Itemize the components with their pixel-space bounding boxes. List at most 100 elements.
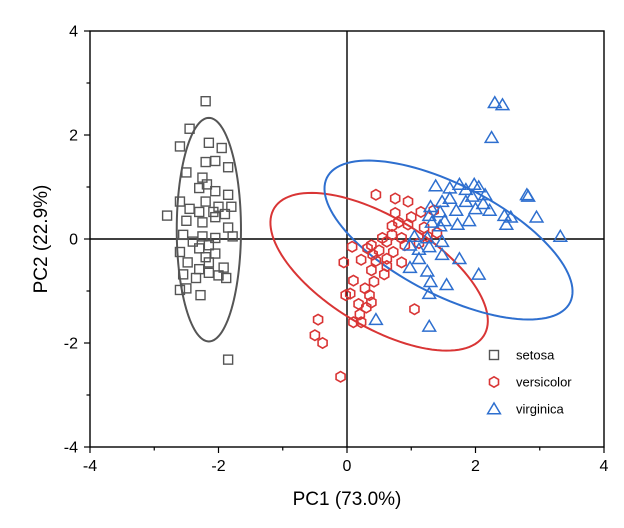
versicolor-point: [338, 256, 350, 269]
versicolor-point: [405, 211, 417, 224]
setosa-point: [221, 272, 232, 284]
setosa-point: [194, 243, 205, 254]
setosa-point: [200, 156, 211, 168]
virginica-point: [494, 97, 511, 111]
virginica-point: [470, 179, 487, 193]
virginica-point: [427, 178, 444, 192]
setosa-point: [194, 182, 205, 194]
reference-lines: [90, 31, 604, 447]
versicolor-point: [396, 256, 407, 269]
virginica-point: [434, 194, 450, 208]
versicolor-point: [386, 219, 398, 233]
virginica-point: [368, 312, 384, 326]
versicolor-point: [366, 239, 377, 252]
x-tick-label: 0: [343, 458, 352, 475]
setosa-point: [201, 179, 213, 190]
setosa-point: [210, 211, 221, 223]
y-axis-ticks: -4 -2 0 2 4: [64, 24, 90, 457]
virginica-point: [421, 239, 437, 253]
setosa-point: [203, 137, 215, 149]
versicolor-point: [431, 226, 443, 239]
y-tick-label: -2: [64, 336, 78, 353]
versicolor-ellipse: [269, 191, 489, 352]
versicolor-point: [344, 287, 356, 300]
virginica-point: [467, 201, 484, 215]
virginica-point: [402, 260, 418, 274]
virginica-point: [422, 274, 439, 288]
setosa-point: [174, 246, 186, 258]
setosa-point: [200, 196, 211, 207]
y-tick-label: -4: [64, 440, 78, 457]
virginica-point: [434, 234, 450, 248]
setosa-point: [174, 284, 186, 296]
setosa-point: [194, 263, 205, 275]
versicolor-point: [402, 195, 414, 208]
virginica-point: [436, 213, 453, 227]
setosa-point: [194, 206, 205, 218]
virginica-point: [451, 251, 468, 265]
x-tick-label: -4: [83, 458, 97, 475]
virginica-ellipse: [323, 159, 574, 321]
versicolor-point: [346, 240, 358, 253]
versicolor-point: [317, 336, 328, 350]
virginica-point: [458, 194, 474, 208]
setosa-point: [174, 141, 186, 152]
virginica-point: [442, 190, 458, 204]
virginica-points: [368, 95, 569, 332]
versicolor-point: [389, 192, 401, 205]
virginica-point: [481, 202, 498, 216]
virginica-point: [421, 286, 437, 300]
legend-label-virginica: virginica: [516, 402, 564, 417]
versicolor-point: [368, 275, 380, 288]
virginica-point: [419, 263, 436, 277]
setosa-point: [181, 283, 192, 294]
y-axis-title: PC2 (22.9%): [31, 185, 52, 294]
setosa-point: [177, 229, 189, 241]
virginica-point: [552, 228, 569, 242]
virginica-point: [432, 204, 448, 218]
data-points: [161, 95, 569, 383]
x-tick-label: 4: [600, 458, 609, 475]
virginica-point: [519, 187, 535, 201]
legend: setosa versicolor virginica: [486, 348, 572, 417]
legend-marker-virginica: [486, 401, 502, 415]
virginica-point: [475, 196, 491, 210]
setosa-point: [190, 272, 202, 284]
setosa-point: [227, 231, 238, 242]
virginica-point: [406, 228, 423, 242]
legend-marker-versicolor: [488, 375, 500, 389]
setosa-point: [210, 185, 221, 197]
setosa-point: [181, 167, 192, 178]
versicolor-point: [335, 370, 346, 383]
virginica-point: [464, 188, 481, 202]
setosa-point: [222, 222, 234, 233]
setosa-point: [182, 257, 193, 268]
versicolor-points: [309, 188, 443, 383]
setosa-point: [184, 123, 195, 134]
versicolor-point: [367, 248, 379, 261]
versicolor-point: [396, 231, 407, 245]
x-tick-label: 2: [471, 458, 480, 475]
virginica-point: [483, 130, 500, 144]
virginica-point: [470, 266, 487, 280]
versicolor-point: [340, 289, 352, 302]
setosa-point: [213, 270, 224, 281]
versicolor-point: [366, 264, 377, 277]
legend-label-setosa: setosa: [516, 348, 555, 363]
versicolor-point: [370, 188, 382, 201]
versicolor-point: [355, 253, 367, 266]
setosa-point: [200, 95, 211, 107]
virginica-point: [503, 209, 519, 223]
versicolor-point: [370, 254, 382, 267]
versicolor-point: [422, 230, 433, 243]
versicolor-point: [393, 216, 404, 229]
setosa-point: [187, 236, 199, 247]
setosa-ellipse: [175, 116, 242, 343]
virginica-point: [424, 214, 440, 228]
setosa-point: [181, 215, 192, 227]
versicolor-point: [348, 274, 359, 287]
setosa-point: [197, 217, 208, 228]
versicolor-point: [355, 316, 367, 329]
virginica-point: [487, 95, 503, 109]
virginica-point: [461, 213, 477, 227]
